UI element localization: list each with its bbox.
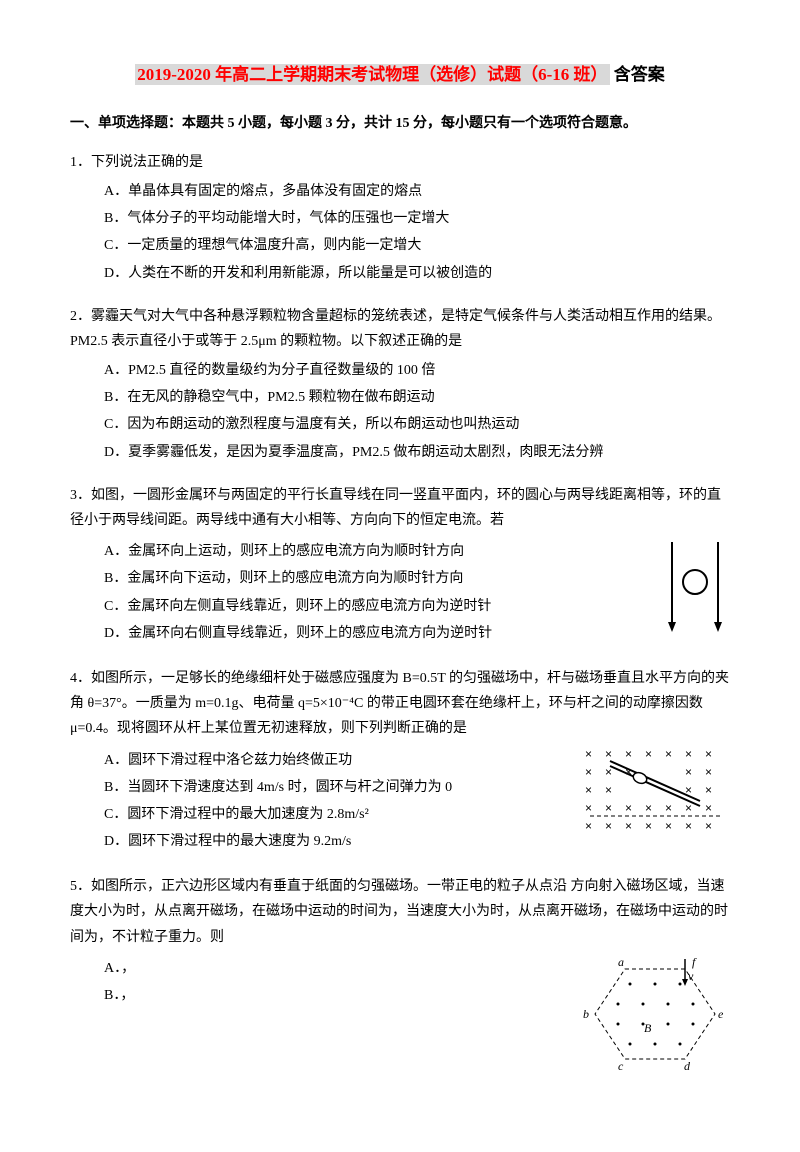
hex-label-e: e <box>718 1007 724 1021</box>
q4-stem: 4．如图所示，一足够长的绝缘细杆处于磁感应强度为 B=0.5T 的匀强磁场中，杆… <box>70 666 730 742</box>
q3-option-d: D．金属环向右侧直导线靠近，则环上的感应电流方向为逆时针 <box>104 621 650 646</box>
svg-text:×: × <box>705 783 712 797</box>
q1-option-c: C．一定质量的理想气体温度升高，则内能一定增大 <box>104 233 730 258</box>
q1-option-d: D．人类在不断的开发和利用新能源，所以能量是可以被创造的 <box>104 261 730 286</box>
svg-text:×: × <box>665 801 672 815</box>
q2-option-d: D．夏季雾霾低发，是因为夏季温度高，PM2.5 做布朗运动太剧烈，肉眼无法分辨 <box>104 440 730 465</box>
svg-text:×: × <box>645 819 652 833</box>
q5-figure: a f b e c d B v <box>580 954 730 1074</box>
hex-label-b: b <box>583 1007 589 1021</box>
q5-option-b: B．， <box>104 983 570 1008</box>
hex-label-d: d <box>684 1059 691 1073</box>
q5-stem: 5．如图所示，正六边形区域内有垂直于纸面的匀强磁场。一带正电的粒子从点沿 方向射… <box>70 874 730 950</box>
svg-text:×: × <box>685 765 692 779</box>
q2-option-c: C．因为布朗运动的激烈程度与温度有关，所以布朗运动也叫热运动 <box>104 412 730 437</box>
q4-option-d: D．圆环下滑过程中的最大速度为 9.2m/s <box>104 829 570 854</box>
q4-options: A．圆环下滑过程中洛仑兹力始终做正功 B．当圆环下滑速度达到 4m/s 时，圆环… <box>70 748 570 855</box>
svg-text:×: × <box>705 747 712 761</box>
svg-text:×: × <box>705 819 712 833</box>
svg-text:×: × <box>585 747 592 761</box>
title-highlight: 2019-2020 年高二上学期期末考试物理（选修）试题（6-16 班） <box>135 64 609 85</box>
q4-option-c: C．圆环下滑过程中的最大加速度为 2.8m/s² <box>104 802 570 827</box>
q1-option-a: A．单晶体具有固定的熔点，多晶体没有固定的熔点 <box>104 179 730 204</box>
page-title: 2019-2020 年高二上学期期末考试物理（选修）试题（6-16 班） 含答案 <box>70 60 730 91</box>
q5-number: 5． <box>70 879 91 894</box>
hexagon-field-icon: a f b e c d B v <box>580 954 730 1074</box>
svg-text:×: × <box>625 819 632 833</box>
q2-option-a: A．PM2.5 直径的数量级约为分子直径数量级的 100 倍 <box>104 358 730 383</box>
svg-text:×: × <box>645 747 652 761</box>
svg-text:×: × <box>685 801 692 815</box>
q4-text: 如图所示，一足够长的绝缘细杆处于磁感应强度为 B=0.5T 的匀强磁场中，杆与磁… <box>70 671 729 736</box>
svg-text:×: × <box>625 747 632 761</box>
wires-ring-icon <box>660 537 730 637</box>
question-2: 2．雾霾天气对大气中各种悬浮颗粒物含量超标的笼统表述，是特定气候条件与人类活动相… <box>70 304 730 465</box>
svg-text:×: × <box>705 801 712 815</box>
q4-option-a: A．圆环下滑过程中洛仑兹力始终做正功 <box>104 748 570 773</box>
svg-text:×: × <box>605 783 612 797</box>
svg-text:×: × <box>685 747 692 761</box>
q3-options: A．金属环向上运动，则环上的感应电流方向为顺时针方向 B．金属环向下运动，则环上… <box>70 539 650 646</box>
svg-text:×: × <box>605 801 612 815</box>
hex-label-c: c <box>618 1059 624 1073</box>
svg-text:×: × <box>585 819 592 833</box>
section-1-heading: 一、单项选择题：本题共 5 小题，每小题 3 分，共计 15 分，每小题只有一个… <box>70 111 730 136</box>
svg-text:×: × <box>645 801 652 815</box>
svg-text:×: × <box>705 765 712 779</box>
title-suffix: 含答案 <box>610 65 665 84</box>
q1-stem: 1．下列说法正确的是 <box>70 150 730 175</box>
rod-field-icon: ××××××× ××××× ×××× ××××××× ××××××× <box>580 746 730 841</box>
q3-option-c: C．金属环向左侧直导线靠近，则环上的感应电流方向为逆时针 <box>104 594 650 619</box>
q2-option-b: B．在无风的静稳空气中，PM2.5 颗粒物在做布朗运动 <box>104 385 730 410</box>
question-4: 4．如图所示，一足够长的绝缘细杆处于磁感应强度为 B=0.5T 的匀强磁场中，杆… <box>70 666 730 856</box>
svg-text:×: × <box>585 765 592 779</box>
q3-option-a: A．金属环向上运动，则环上的感应电流方向为顺时针方向 <box>104 539 650 564</box>
q3-option-b: B．金属环向下运动，则环上的感应电流方向为顺时针方向 <box>104 566 650 591</box>
q4-number: 4． <box>70 671 91 686</box>
q3-number: 3． <box>70 488 91 503</box>
q2-number: 2． <box>70 309 91 324</box>
hex-label-a: a <box>618 955 624 969</box>
q1-number: 1． <box>70 155 91 170</box>
q5-options: A．， B．， <box>70 956 570 1008</box>
q2-options: A．PM2.5 直径的数量级约为分子直径数量级的 100 倍 B．在无风的静稳空… <box>70 358 730 465</box>
svg-text:×: × <box>625 801 632 815</box>
question-1: 1．下列说法正确的是 A．单晶体具有固定的熔点，多晶体没有固定的熔点 B．气体分… <box>70 150 730 286</box>
q4-figure: ××××××× ××××× ×××× ××××××× ××××××× <box>580 746 730 841</box>
svg-text:×: × <box>605 819 612 833</box>
q1-options: A．单晶体具有固定的熔点，多晶体没有固定的熔点 B．气体分子的平均动能增大时，气… <box>70 179 730 286</box>
q5-option-a: A．， <box>104 956 570 981</box>
svg-text:×: × <box>685 819 692 833</box>
q3-text: 如图，一圆形金属环与两固定的平行长直导线在同一竖直平面内，环的圆心与两导线距离相… <box>70 488 721 528</box>
hex-label-B: B <box>644 1021 652 1035</box>
question-5: 5．如图所示，正六边形区域内有垂直于纸面的匀强磁场。一带正电的粒子从点沿 方向射… <box>70 874 730 1074</box>
q1-text: 下列说法正确的是 <box>91 155 203 170</box>
question-3: 3．如图，一圆形金属环与两固定的平行长直导线在同一竖直平面内，环的圆心与两导线距… <box>70 483 730 648</box>
hex-label-v: v <box>688 969 694 983</box>
q2-stem: 2．雾霾天气对大气中各种悬浮颗粒物含量超标的笼统表述，是特定气候条件与人类活动相… <box>70 304 730 354</box>
svg-text:×: × <box>605 747 612 761</box>
hex-label-f: f <box>692 955 697 969</box>
q2-text: 雾霾天气对大气中各种悬浮颗粒物含量超标的笼统表述，是特定气候条件与人类活动相互作… <box>70 309 721 349</box>
q4-option-b: B．当圆环下滑速度达到 4m/s 时，圆环与杆之间弹力为 0 <box>104 775 570 800</box>
q5-text: 如图所示，正六边形区域内有垂直于纸面的匀强磁场。一带正电的粒子从点沿 方向射入磁… <box>70 879 728 944</box>
q3-figure <box>660 537 730 637</box>
svg-text:×: × <box>585 783 592 797</box>
q1-option-b: B．气体分子的平均动能增大时，气体的压强也一定增大 <box>104 206 730 231</box>
svg-text:×: × <box>665 747 672 761</box>
svg-text:×: × <box>665 819 672 833</box>
svg-text:×: × <box>585 801 592 815</box>
q3-stem: 3．如图，一圆形金属环与两固定的平行长直导线在同一竖直平面内，环的圆心与两导线距… <box>70 483 730 533</box>
